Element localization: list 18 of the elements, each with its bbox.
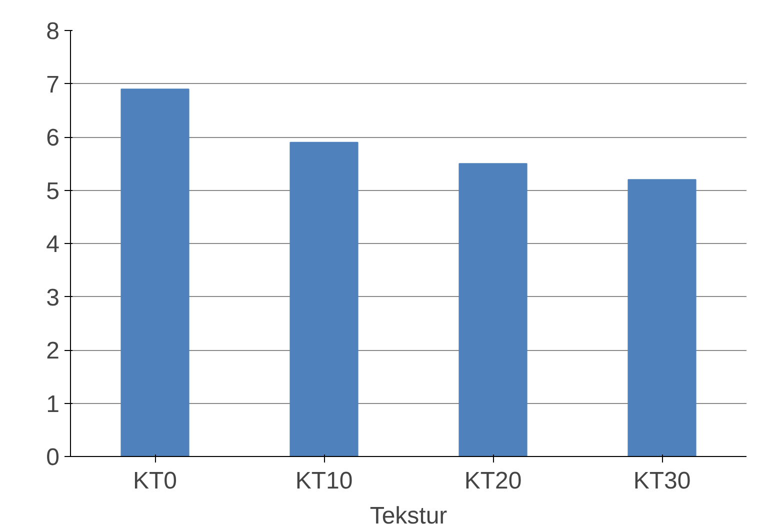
bar (290, 142, 358, 456)
bar (120, 88, 190, 456)
bar (628, 179, 696, 456)
y-tick-label: 6 (46, 124, 60, 152)
y-tick-label: 4 (46, 231, 60, 258)
x-tick-label: KT0 (132, 468, 178, 494)
y-tick-label: 8 (46, 18, 60, 45)
y-tick-label: 7 (46, 71, 60, 98)
x-tick-label: KT30 (633, 468, 691, 494)
y-tick-label: 5 (46, 178, 60, 205)
x-tick-label: KT20 (464, 468, 522, 494)
x-axis-title: Tekstur (370, 502, 448, 530)
bar (458, 163, 528, 456)
y-tick-label: 1 (46, 390, 60, 418)
x-tick-label: KT10 (295, 468, 353, 494)
y-tick-label: 0 (46, 444, 60, 471)
y-tick-label: 2 (46, 338, 60, 364)
y-tick-label: 3 (46, 284, 60, 312)
